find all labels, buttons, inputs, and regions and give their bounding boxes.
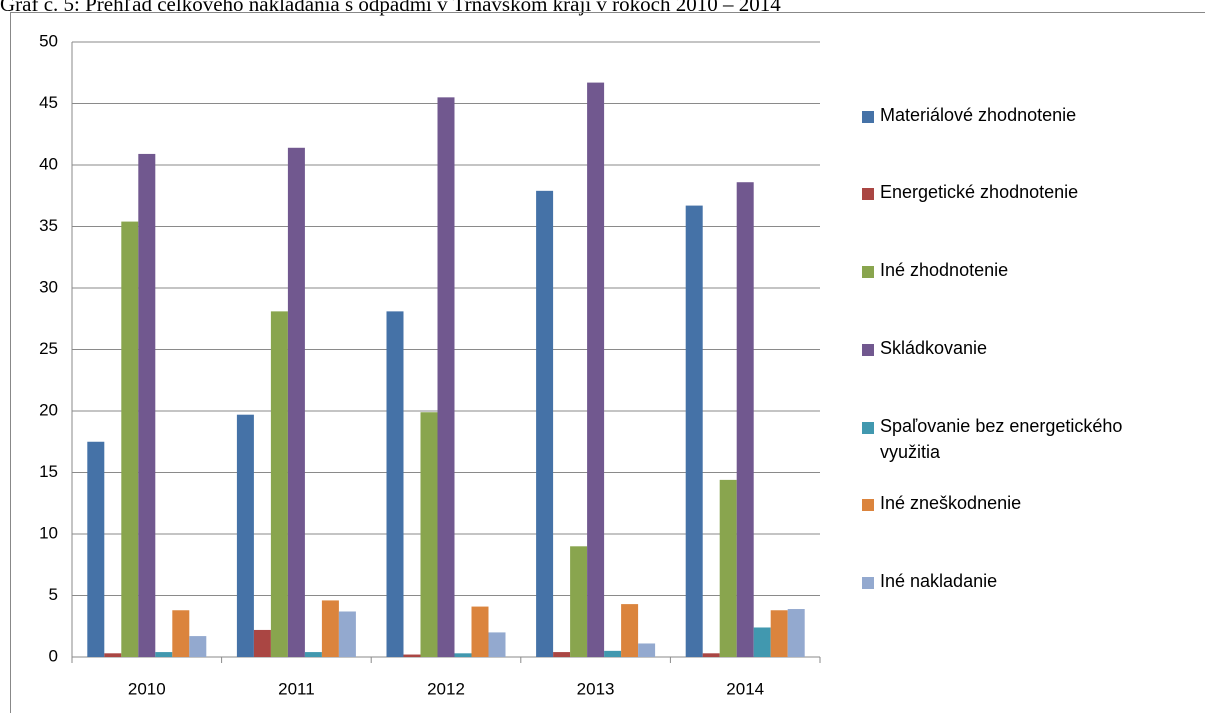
legend-label: Skládkovanie — [880, 338, 988, 358]
bar — [287, 147, 305, 657]
legend-item: Iné nakladanie — [862, 571, 1140, 594]
legend-item: Iné zhodnotenie — [862, 260, 1140, 283]
bar — [121, 221, 139, 657]
bar — [386, 311, 404, 657]
legend-swatch — [862, 344, 874, 356]
bar — [587, 82, 605, 658]
bar — [338, 611, 356, 657]
bar — [570, 546, 588, 657]
bar — [770, 610, 788, 657]
legend-label: Energetické zhodnotenie — [880, 182, 1079, 202]
bar — [753, 627, 771, 657]
legend-item: Spaľovanie bez energetického využitia — [862, 416, 1140, 465]
bar — [155, 652, 173, 657]
legend-swatch — [862, 266, 874, 278]
legend-label: Spaľovanie bez energetického využitia — [880, 416, 1123, 462]
legend-swatch — [862, 422, 874, 434]
y-tick-label: 35 — [39, 216, 58, 235]
bar — [702, 653, 720, 657]
bar — [488, 632, 506, 657]
legend-label: Iné nakladanie — [880, 571, 998, 591]
legend-item: Energetické zhodnotenie — [862, 182, 1140, 205]
bar — [621, 604, 639, 657]
y-tick-label: 5 — [49, 585, 58, 604]
y-tick-label: 20 — [39, 400, 58, 419]
bar — [604, 650, 622, 657]
legend-swatch — [862, 499, 874, 511]
bar — [304, 652, 322, 657]
bar — [685, 205, 703, 657]
legend-swatch — [862, 577, 874, 589]
bar — [553, 652, 571, 657]
y-tick-label: 0 — [49, 646, 58, 665]
x-tick-label: 2011 — [278, 679, 315, 698]
y-tick-label: 50 — [39, 31, 58, 50]
bar — [189, 636, 207, 657]
bar — [638, 643, 656, 657]
bar — [253, 629, 271, 657]
frame — [10, 12, 1205, 713]
bar — [270, 311, 288, 657]
bar — [437, 97, 455, 658]
bar — [321, 600, 339, 657]
legend-swatch — [862, 111, 874, 123]
legend-item: Skládkovanie — [862, 338, 1140, 361]
bar — [138, 153, 156, 657]
legend-label: Iné zneškodnenie — [880, 493, 1022, 513]
bar — [719, 479, 737, 657]
y-tick-label: 15 — [39, 462, 58, 481]
legend-label: Materiálové zhodnotenie — [880, 105, 1077, 125]
y-tick-label: 25 — [39, 339, 58, 358]
bar — [471, 606, 489, 657]
bar — [454, 653, 472, 657]
bar — [403, 654, 421, 657]
bar — [87, 441, 105, 657]
x-tick-label: 2010 — [128, 679, 166, 698]
y-tick-label: 10 — [39, 523, 58, 542]
bar — [420, 412, 438, 657]
bar — [536, 190, 554, 657]
legend-item: Iné zneškodnenie — [862, 493, 1140, 516]
x-tick-label: 2014 — [726, 679, 764, 698]
bar — [104, 653, 122, 657]
legend-label: Iné zhodnotenie — [880, 260, 1009, 280]
x-tick-label: 2013 — [577, 679, 615, 698]
bar — [236, 414, 254, 657]
bar — [736, 182, 754, 657]
x-tick-label: 2012 — [427, 679, 465, 698]
bar — [172, 610, 190, 657]
legend-item: Materiálové zhodnotenie — [862, 105, 1140, 128]
bar — [787, 609, 805, 657]
y-tick-label: 40 — [39, 154, 58, 173]
y-tick-label: 30 — [39, 277, 58, 296]
y-tick-label: 45 — [39, 93, 58, 112]
legend-swatch — [862, 188, 874, 200]
